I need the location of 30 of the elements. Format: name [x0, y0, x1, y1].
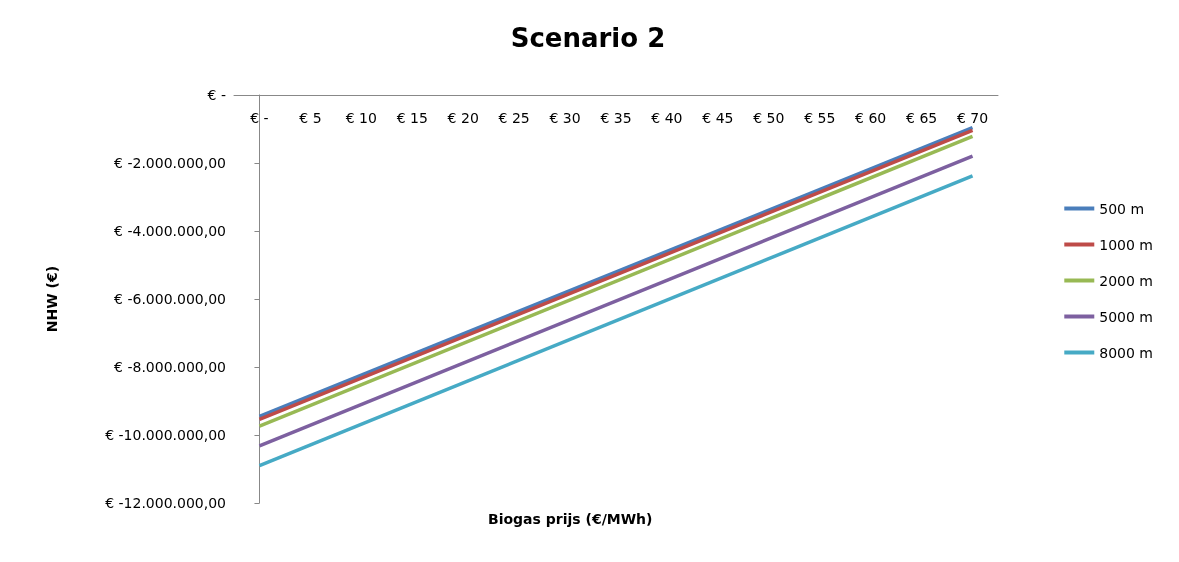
x-tick-label: € 20	[447, 110, 479, 126]
x-tick-label: € 60	[855, 110, 887, 126]
y-tick-label: € -2.000.000,00	[114, 155, 226, 171]
y-tick-label: € -6.000.000,00	[114, 291, 226, 307]
y-axis-title: NHW (€)	[44, 265, 60, 333]
x-tick-label: € 70	[956, 110, 989, 126]
x-tick-label: € 65	[906, 110, 938, 126]
legend-label: 8000 m	[1099, 344, 1153, 361]
legend-label: 1000 m	[1099, 236, 1153, 253]
x-tick-label: € 35	[600, 110, 632, 126]
x-tick-label: € 25	[498, 110, 530, 126]
y-tick-label: € -4.000.000,00	[114, 223, 226, 239]
x-tick-label: € 40	[651, 110, 683, 126]
x-tick-label: € 50	[753, 110, 785, 126]
legend-label: 500 m	[1099, 200, 1145, 217]
x-tick-label: € 45	[702, 110, 734, 126]
x-tick-label: € 10	[345, 110, 377, 126]
x-tick-label: € 55	[804, 110, 836, 126]
x-tick-label: € 5	[299, 110, 322, 126]
y-tick-label: € -8.000.000,00	[114, 359, 226, 375]
y-tick-label: € -	[207, 87, 226, 103]
x-tick-label: € -	[250, 110, 269, 126]
legend-label: 5000 m	[1099, 308, 1153, 325]
chart-title: Scenario 2	[510, 23, 666, 53]
x-tick-label: € 30	[549, 110, 581, 126]
x-tick-label: € 15	[396, 110, 428, 126]
y-tick-label: € -12.000.000,00	[105, 495, 226, 511]
legend-label: 2000 m	[1099, 272, 1153, 289]
x-axis-title: Biogas prijs (€/MWh)	[488, 511, 653, 527]
y-tick-label: € -10.000.000,00	[105, 427, 226, 443]
